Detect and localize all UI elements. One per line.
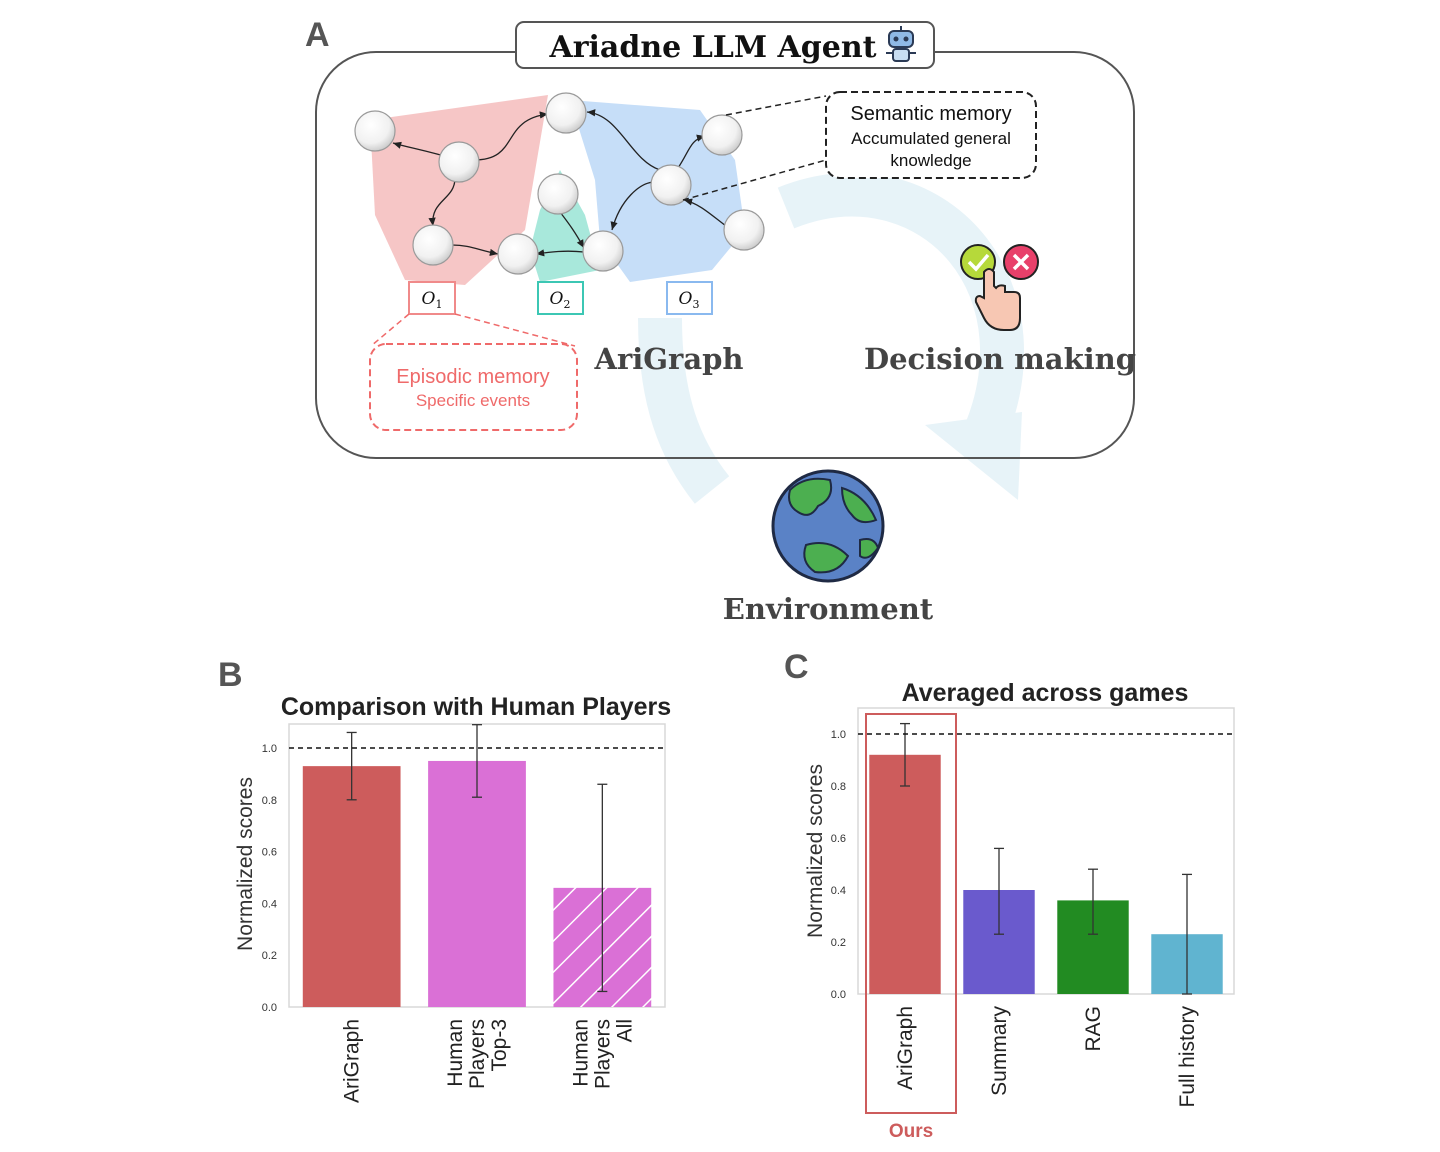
graph-node <box>650 164 692 206</box>
svg-text:O2: O2 <box>550 289 571 311</box>
y-tick-label: 1.0 <box>831 729 846 741</box>
y-tick-label: 0.8 <box>831 781 846 793</box>
semantic-memory-title: Semantic memory <box>850 103 1011 125</box>
earth-icon <box>771 469 885 583</box>
bar <box>869 754 941 994</box>
plot-frame <box>857 707 1235 995</box>
graph-node <box>497 233 539 275</box>
y-tick-label: 0.6 <box>262 847 277 859</box>
episodic-memory-sub: Specific events <box>416 391 530 410</box>
y-tick-label: 0.2 <box>262 950 277 962</box>
graph-node <box>412 224 454 266</box>
error-bar <box>1088 868 1098 935</box>
svg-text:O3: O3 <box>679 289 700 311</box>
graph-node <box>723 209 765 251</box>
chart-c-plot: 0.0 0.2 0.4 0.6 0.8 1.0 AriGraph Summary RAG Full… <box>831 707 1235 1142</box>
arigraph-label: AriGraph <box>594 342 744 376</box>
panel-a-letter: A <box>305 16 330 54</box>
episodic-memory-title: Episodic memory <box>396 366 549 388</box>
panel-c: C Averaged across games Normalized score… <box>784 648 1235 1142</box>
cross-icon <box>1003 244 1039 280</box>
chart-b-title: Comparison with Human Players <box>281 693 671 721</box>
observation-label-3: O3 <box>666 281 713 315</box>
decision-making-label: Decision making <box>864 342 1136 376</box>
action-loop-arrow <box>638 172 1024 504</box>
observation-label-1: O1 <box>408 281 456 315</box>
x-tick-label: HumanPlayersTop-3 <box>444 1019 511 1089</box>
observation-label-2: O2 <box>537 281 584 315</box>
panel-c-letter: C <box>784 648 809 686</box>
ours-highlight-box <box>865 713 957 1114</box>
error-bar <box>597 783 608 993</box>
y-tick-label: 0.2 <box>831 937 846 949</box>
error-bar <box>346 731 357 801</box>
x-tick-label: HumanPlayersAll <box>569 1019 636 1089</box>
chart-c-ylabel: Normalized scores <box>804 764 827 938</box>
y-tick-label: 0.0 <box>262 1002 277 1014</box>
graph-node <box>545 92 587 134</box>
y-tick-label: 0.0 <box>831 989 846 1001</box>
episodic-memory-callout: Episodic memory Specific events <box>369 313 578 431</box>
x-tick-label: AriGraph <box>894 1006 917 1090</box>
panel-b: B Comparison with Human Players Normaliz… <box>218 656 671 1103</box>
y-tick-label: 0.8 <box>262 795 277 807</box>
bar <box>302 766 401 1007</box>
bar <box>428 760 526 1007</box>
semantic-memory-line2: knowledge <box>890 151 971 170</box>
hand-pointer-icon <box>974 268 1021 331</box>
semantic-memory-callout: Semantic memory Accumulated general know… <box>682 91 1037 201</box>
panel-b-letter: B <box>218 656 243 694</box>
environment-label: Environment <box>723 592 934 626</box>
x-tick-label: Full history <box>1176 1006 1199 1108</box>
x-tick-label: RAG <box>1082 1006 1105 1052</box>
svg-text:O1: O1 <box>422 289 443 311</box>
graph-nodes <box>354 92 765 275</box>
graph-node <box>582 230 624 272</box>
y-tick-label: 1.0 <box>262 743 277 755</box>
error-bar <box>472 724 482 798</box>
chart-c-title: Averaged across games <box>902 679 1189 707</box>
graph-node <box>438 141 480 183</box>
error-bar <box>994 847 1004 935</box>
agent-title-box <box>515 21 935 69</box>
agent-title: Ariadne LLM Agent <box>548 30 876 65</box>
x-tick-label: AriGraph <box>341 1019 364 1103</box>
graph-node <box>537 173 579 215</box>
semantic-memory-line1: Accumulated general <box>851 129 1011 148</box>
y-tick-label: 0.4 <box>831 885 846 897</box>
ours-label: Ours <box>889 1121 933 1142</box>
x-tick-label: Summary <box>988 1006 1011 1096</box>
chart-b-plot: 0.0 0.2 0.4 0.6 0.8 1.0 AriGraph HumanPlayersTo… <box>262 723 666 1103</box>
y-tick-label: 0.6 <box>831 833 846 845</box>
chart-b-ylabel: Normalized scores <box>234 777 257 951</box>
panel-a: A Ariadne LLM Agent <box>305 16 1136 626</box>
error-bar <box>1182 873 1192 995</box>
y-tick-label: 0.4 <box>262 898 277 910</box>
graph-node <box>701 114 743 156</box>
graph-node <box>354 110 396 152</box>
robot-icon <box>886 26 916 62</box>
